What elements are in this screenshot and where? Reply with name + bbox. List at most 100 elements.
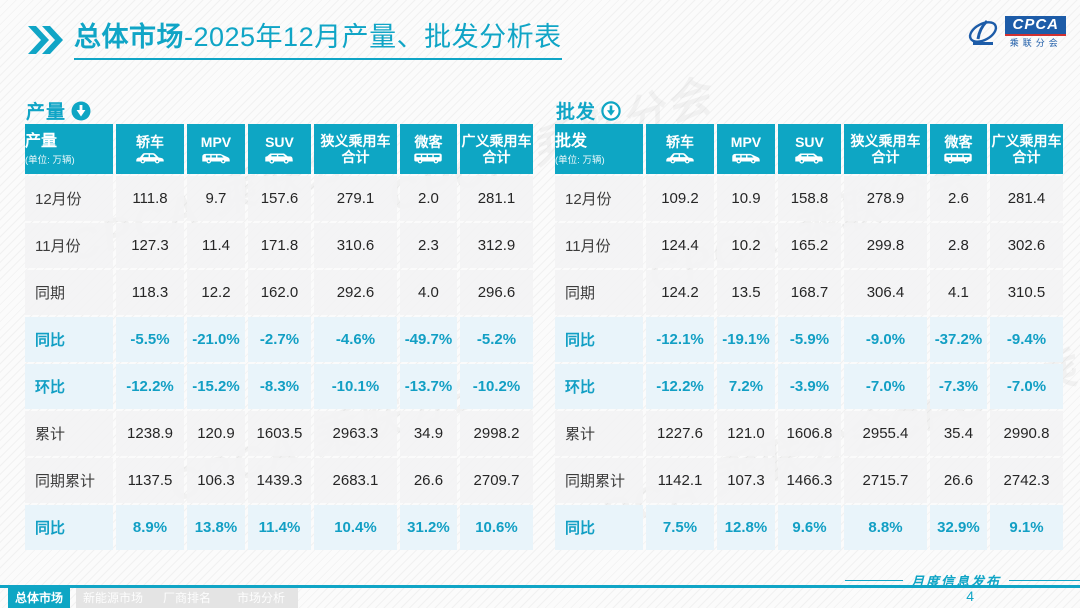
table-row: 12月份 111.8 9.7 157.6 279.1 2.0 281.1 xyxy=(25,176,533,221)
table-cell: 299.8 xyxy=(843,223,927,268)
section-label-text: 产量 xyxy=(26,102,67,123)
double-chevron-icon xyxy=(28,26,63,54)
table-cell: 1227.6 xyxy=(646,411,714,456)
table-cell: -7.0% xyxy=(989,364,1063,409)
table-cell: -10.2% xyxy=(459,364,533,409)
table-cell: 2.3 xyxy=(399,223,457,268)
row-label: 11月份 xyxy=(555,223,643,268)
footer-tabs: 总体市场 新能源市场 厂商排名 市场分析 xyxy=(8,588,298,608)
table-row: 12月份 109.2 10.9 158.8 278.9 2.6 281.4 xyxy=(555,176,1063,221)
column-header-narrow-total: 狭义乘用车 合计 xyxy=(843,124,927,174)
table-cell: 124.2 xyxy=(646,270,714,315)
table-cell: 10.4% xyxy=(313,505,397,550)
section-label-production: 产量 xyxy=(26,97,91,124)
table-cell: 1606.8 xyxy=(777,411,841,456)
corner-label: 批发 xyxy=(555,132,588,150)
table-cell: 168.7 xyxy=(777,270,841,315)
table-cell: 11.4 xyxy=(186,223,245,268)
table-cell: 34.9 xyxy=(399,411,457,456)
table-cell: 11.4% xyxy=(247,505,311,550)
table-cell: 9.6% xyxy=(777,505,841,550)
row-label: 同期 xyxy=(555,270,643,315)
corner-header: 批发 (单位: 万辆) xyxy=(555,124,643,174)
column-label: SUV xyxy=(795,134,824,150)
table-cell: -8.3% xyxy=(247,364,311,409)
table-row: 同期累计 1142.1 107.3 1466.3 2715.7 26.6 2742.3 xyxy=(555,458,1063,503)
publish-rule-left xyxy=(845,580,903,581)
table-cell: 2.6 xyxy=(929,176,987,221)
table-cell: 310.5 xyxy=(989,270,1063,315)
table-cell: 120.9 xyxy=(186,411,245,456)
table-cell: 8.9% xyxy=(116,505,184,550)
footer-tab-新能源市场[interactable]: 新能源市场 xyxy=(76,588,150,608)
table-body: 12月份 111.8 9.7 157.6 279.1 2.0 281.1 11月份 127.3 1… xyxy=(25,176,533,550)
table-cell: 121.0 xyxy=(716,411,775,456)
table-cell: 35.4 xyxy=(929,411,987,456)
corner-unit: (单位: 万辆) xyxy=(555,154,605,166)
row-label: 同比 xyxy=(555,505,643,550)
row-label: 12月份 xyxy=(25,176,113,221)
table-cell: 31.2% xyxy=(399,505,457,550)
publish-label: 月度信息发布 xyxy=(911,574,1002,589)
row-label: 同比 xyxy=(25,317,113,362)
cpca-cn-name: 乘联分会 xyxy=(1009,38,1062,48)
table-cell: 1603.5 xyxy=(247,411,311,456)
table-cell: -37.2% xyxy=(929,317,987,362)
table-cell: -5.2% xyxy=(459,317,533,362)
row-label: 环比 xyxy=(25,364,113,409)
title-bar: 总体市场-2025年12月产量、批发分析表 xyxy=(28,20,562,60)
table-cell: 310.6 xyxy=(313,223,397,268)
table-cell: 1439.3 xyxy=(247,458,311,503)
cpca-logo-box: CPCA 乘联分会 xyxy=(1005,16,1066,49)
row-label: 累计 xyxy=(25,411,113,456)
table-cell: 111.8 xyxy=(116,176,184,221)
table-row: 同期累计 1137.5 106.3 1439.3 2683.1 26.6 2709.7 xyxy=(25,458,533,503)
table-cell: 157.6 xyxy=(247,176,311,221)
table-cell: -7.3% xyxy=(929,364,987,409)
table-cell: -49.7% xyxy=(399,317,457,362)
table-cell: 4.0 xyxy=(399,270,457,315)
table-row: 同期 118.3 12.2 162.0 292.6 4.0 296.6 xyxy=(25,270,533,315)
column-label: MPV xyxy=(200,134,232,150)
page-number: 4 xyxy=(966,588,974,604)
corner-label: 产量 xyxy=(25,132,58,150)
table-cell: -21.0% xyxy=(186,317,245,362)
table-cell: 9.1% xyxy=(989,505,1063,550)
table-cell: 2742.3 xyxy=(989,458,1063,503)
row-label: 环比 xyxy=(555,364,643,409)
column-header-broad-total: 广义乘用车 合计 xyxy=(459,124,533,174)
table-row: 环比 -12.2% -15.2% -8.3% -10.1% -13.7% -10.2% xyxy=(25,364,533,409)
corner-unit: (单位: 万辆) xyxy=(25,154,75,166)
column-header-mpv: MPV xyxy=(186,124,245,174)
column-header-microvan: 微客 xyxy=(929,124,987,174)
column-header-narrow-total: 狭义乘用车 合计 xyxy=(313,124,397,174)
table-cell: 306.4 xyxy=(843,270,927,315)
cpca-logo: CPCA 乘联分会 xyxy=(966,16,1066,49)
table-cell: 278.9 xyxy=(843,176,927,221)
table-cell: 107.3 xyxy=(716,458,775,503)
column-label: 微客 xyxy=(414,134,443,150)
table-cell: 1238.9 xyxy=(116,411,184,456)
table-cell: -15.2% xyxy=(186,364,245,409)
footer-tab-市场分析[interactable]: 市场分析 xyxy=(224,588,298,608)
table-cell: 4.1 xyxy=(929,270,987,315)
table-cell: 2963.3 xyxy=(313,411,397,456)
table-cell: -2.7% xyxy=(247,317,311,362)
cpca-swoosh-icon xyxy=(969,19,998,45)
table-cell: 106.3 xyxy=(186,458,245,503)
column-header-suv: SUV xyxy=(777,124,841,174)
table-cell: 1466.3 xyxy=(777,458,841,503)
table-cell: 8.8% xyxy=(843,505,927,550)
table-row: 环比 -12.2% 7.2% -3.9% -7.0% -7.3% -7.0% xyxy=(555,364,1063,409)
footer-tab-总体市场[interactable]: 总体市场 xyxy=(8,588,70,608)
column-header-microvan: 微客 xyxy=(399,124,457,174)
mpv-icon xyxy=(202,153,230,164)
row-label: 同期累计 xyxy=(555,458,643,503)
table-cell: 13.5 xyxy=(716,270,775,315)
footer-tab-厂商排名[interactable]: 厂商排名 xyxy=(150,588,224,608)
header-row: 产量 (单位: 万辆) 轿车 MPV SUV 狭义乘用车 合计 微客 广义乘用车 合计 xyxy=(25,124,533,174)
table-cell: -10.1% xyxy=(313,364,397,409)
table-cell: 171.8 xyxy=(247,223,311,268)
table-cell: 10.9 xyxy=(716,176,775,221)
